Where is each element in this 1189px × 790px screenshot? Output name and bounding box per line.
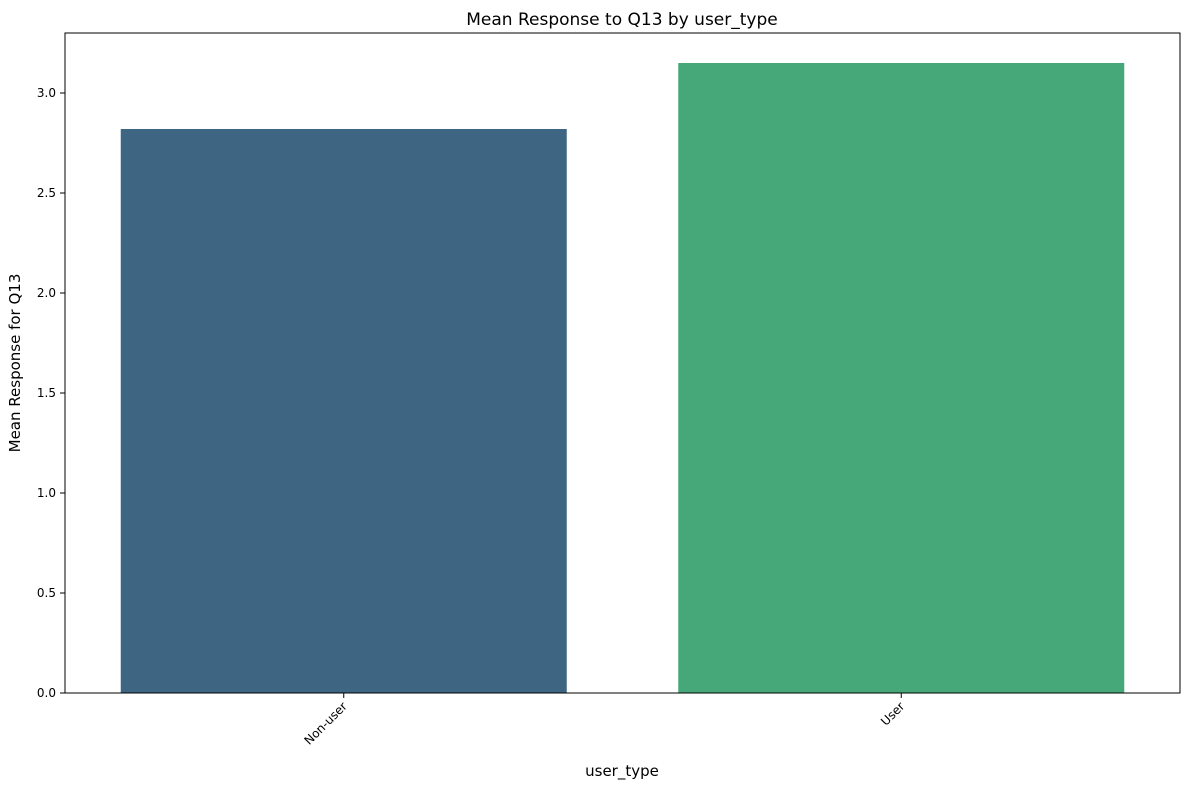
bar-non-user: [120, 129, 567, 693]
plot-frame: [64, 32, 1181, 694]
y-axis-label: Mean Response for Q13: [6, 274, 24, 453]
x-tick-label: User: [878, 699, 907, 728]
y-tick-label: 3.0: [37, 86, 56, 100]
x-axis-label: user_type: [585, 762, 659, 781]
y-tick-label: 1.0: [37, 486, 56, 500]
y-tick-label: 0.5: [37, 586, 56, 600]
x-tick-label: Non-user: [301, 699, 349, 747]
y-axis: 0.0 0.5 1.0 1.5 2.0 2.5 3.0: [37, 86, 65, 700]
y-tick-label: 2.0: [37, 286, 56, 300]
bar-user: [678, 63, 1125, 693]
y-tick-label: 1.5: [37, 386, 56, 400]
y-tick-label: 2.5: [37, 186, 56, 200]
chart-title: Mean Response to Q13 by user_type: [466, 10, 777, 30]
x-axis: Non-user User: [301, 693, 907, 748]
y-tick-label: 0.0: [37, 686, 56, 700]
plot-area: [64, 32, 1181, 694]
